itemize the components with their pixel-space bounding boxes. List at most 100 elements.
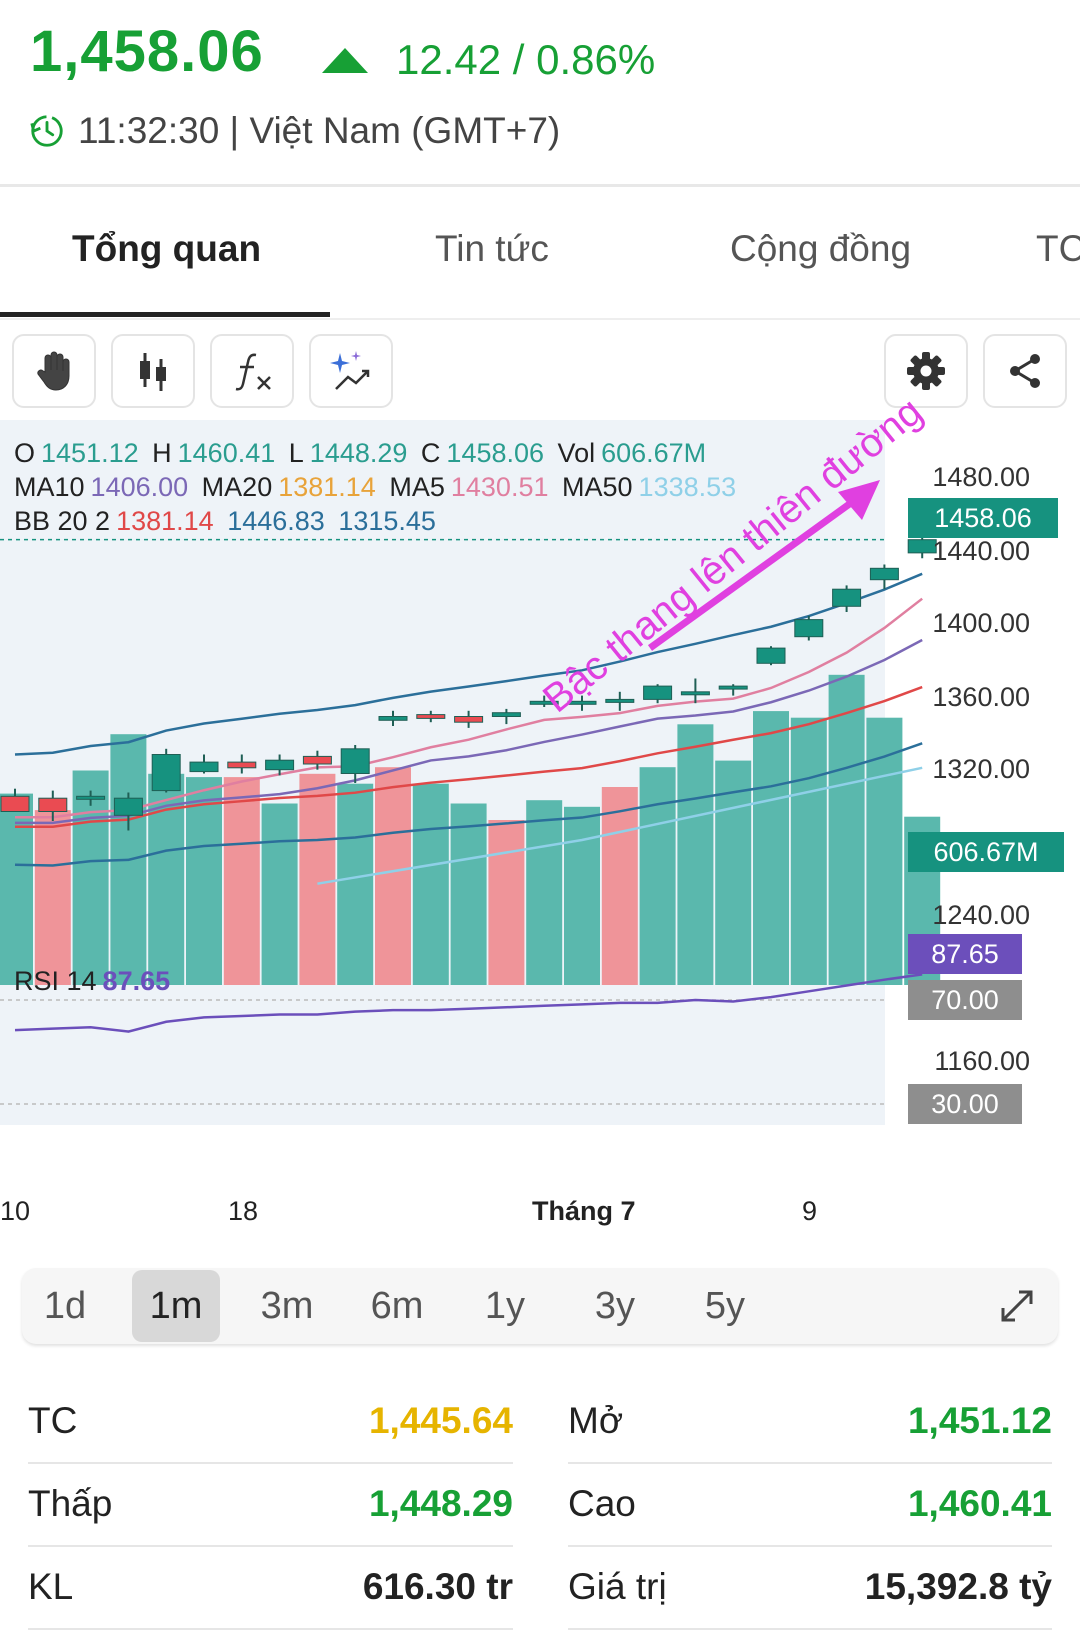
price-change-text: 12.42 / 0.86% [396, 36, 656, 83]
expand-icon [1001, 1290, 1033, 1322]
period-3y[interactable]: 3y [594, 1284, 636, 1327]
stat-low: Thấp 1,448.29 [28, 1463, 513, 1547]
tab-overview[interactable]: Tổng quan [72, 228, 262, 269]
divider [0, 184, 1080, 187]
price-chart[interactable]: O 1451.12 H 1460.41 L 1448.29 C 1458.06 Vol 6… [0, 389, 1080, 1180]
rsi-value: 87.65 [102, 966, 171, 996]
bb-upper-line [14, 572, 923, 756]
volume-bar [375, 767, 411, 985]
volume-bar [261, 803, 298, 985]
chart-type-button[interactable] [111, 334, 195, 408]
volume-value: 606.67M [601, 438, 707, 468]
price-axis-label: 1360.00 [932, 682, 1030, 712]
chart-canvas[interactable] [0, 420, 1080, 1180]
bb-label: BB 20 2 [14, 506, 111, 536]
price-change: 12.42 / 0.86% [322, 36, 655, 84]
stat-label: Mở [568, 1400, 624, 1441]
ma50-label: MA50 [562, 472, 633, 502]
bb-legend: BB 20 2 1381.14 1446.83 1315.45 [14, 506, 442, 537]
stat-label: KL [28, 1566, 74, 1607]
price-axis-label: 1480.00 [932, 462, 1030, 492]
candle-body [567, 700, 597, 705]
bb-mid-value: 1381.14 [116, 506, 214, 536]
hand-tool-button[interactable] [12, 334, 96, 408]
gear-icon [907, 352, 945, 390]
tab-community[interactable]: Cộng đồng [730, 228, 912, 269]
candle-body [605, 698, 635, 703]
bb-lower-value: 1315.45 [338, 506, 436, 536]
volume-bar [753, 711, 789, 985]
stat-label: TC [28, 1400, 78, 1441]
sparkle-icon [330, 351, 370, 390]
ma20-value: 1381.14 [278, 472, 376, 502]
candle-body [454, 716, 484, 723]
ma5-line [15, 597, 923, 819]
volume-bar [866, 717, 903, 985]
period-1m[interactable]: 1m [132, 1270, 220, 1342]
active-tab-indicator [0, 312, 330, 317]
x-axis-label: 9 [802, 1196, 818, 1226]
candle-body [756, 647, 786, 664]
fullscreen-button[interactable] [982, 1268, 1052, 1344]
annotation-arrow [647, 497, 858, 651]
period-3m[interactable]: 3m [260, 1284, 314, 1327]
ma50-line [317, 766, 923, 885]
x-axis-label: Tháng 7 [532, 1196, 636, 1226]
ma-legend: MA10 1406.00 MA20 1381.14 MA5 1430.51 MA50 1… [14, 472, 742, 503]
candle-body [189, 761, 219, 773]
volume-bar [564, 806, 600, 985]
rsi-legend: RSI 14 87.65 [14, 966, 176, 997]
period-1d[interactable]: 1d [43, 1284, 87, 1327]
current-price: 1,458.06 [30, 19, 264, 84]
x-axis-label: 18 [228, 1196, 259, 1226]
candle-body [794, 619, 824, 638]
period-6m[interactable]: 6m [370, 1284, 424, 1327]
tab-more[interactable]: TC [1036, 228, 1080, 269]
volume-bar [677, 724, 714, 985]
ma20-label: MA20 [201, 472, 273, 502]
period-1y[interactable]: 1y [484, 1284, 526, 1327]
price-axis-label: 1240.00 [932, 900, 1030, 930]
rsi-tag: 87.65 [908, 934, 1022, 974]
stat-label: Giá trị [568, 1566, 667, 1607]
price-axis-label: 1400.00 [932, 608, 1030, 638]
volume-bar [299, 773, 336, 985]
volume-bar [186, 777, 222, 985]
x-axis-label: 10 [0, 1196, 31, 1226]
tab-bar: Tổng quan Tin tức Cộng đồng TC [0, 188, 1080, 318]
divider [0, 318, 1080, 320]
price-axis-label: 1320.00 [932, 754, 1030, 784]
volume-bar [34, 810, 71, 985]
ma50-value: 1338.53 [638, 472, 737, 502]
volume-bar [790, 717, 827, 985]
close-value: 1458.06 [446, 438, 545, 468]
ai-draw-button[interactable] [309, 334, 393, 408]
candle-body [491, 712, 521, 718]
settings-button[interactable] [884, 334, 968, 408]
close-label: C [420, 438, 441, 468]
volume-bar [223, 777, 260, 985]
candlestick-icon [140, 353, 166, 391]
candle-body [869, 567, 899, 581]
candle-body [832, 588, 862, 607]
stat-value: 15,392.8 tỷ [864, 1566, 1052, 1607]
candle-body [340, 748, 370, 774]
candle-body [0, 795, 30, 812]
stat-value: 616.30 tr [362, 1566, 513, 1607]
volume-bar [828, 674, 865, 985]
function-icon [235, 353, 271, 391]
ma5-label: MA5 [389, 472, 445, 502]
rsi-low-tag: 30.00 [908, 1084, 1022, 1124]
candle-body [907, 539, 937, 554]
tab-news[interactable]: Tin tức [435, 228, 549, 269]
volume-bar [715, 760, 752, 985]
indicators-button[interactable] [210, 334, 294, 408]
timestamp: 11:32:30 | Việt Nam (GMT+7) [28, 110, 560, 152]
ma10-label: MA10 [14, 472, 85, 502]
share-button[interactable] [983, 334, 1067, 408]
candle-body [302, 755, 332, 765]
volume-bar [72, 770, 109, 985]
period-5y[interactable]: 5y [704, 1284, 746, 1327]
volume-bar [412, 783, 449, 985]
stat-high: Cao 1,460.41 [568, 1463, 1052, 1547]
